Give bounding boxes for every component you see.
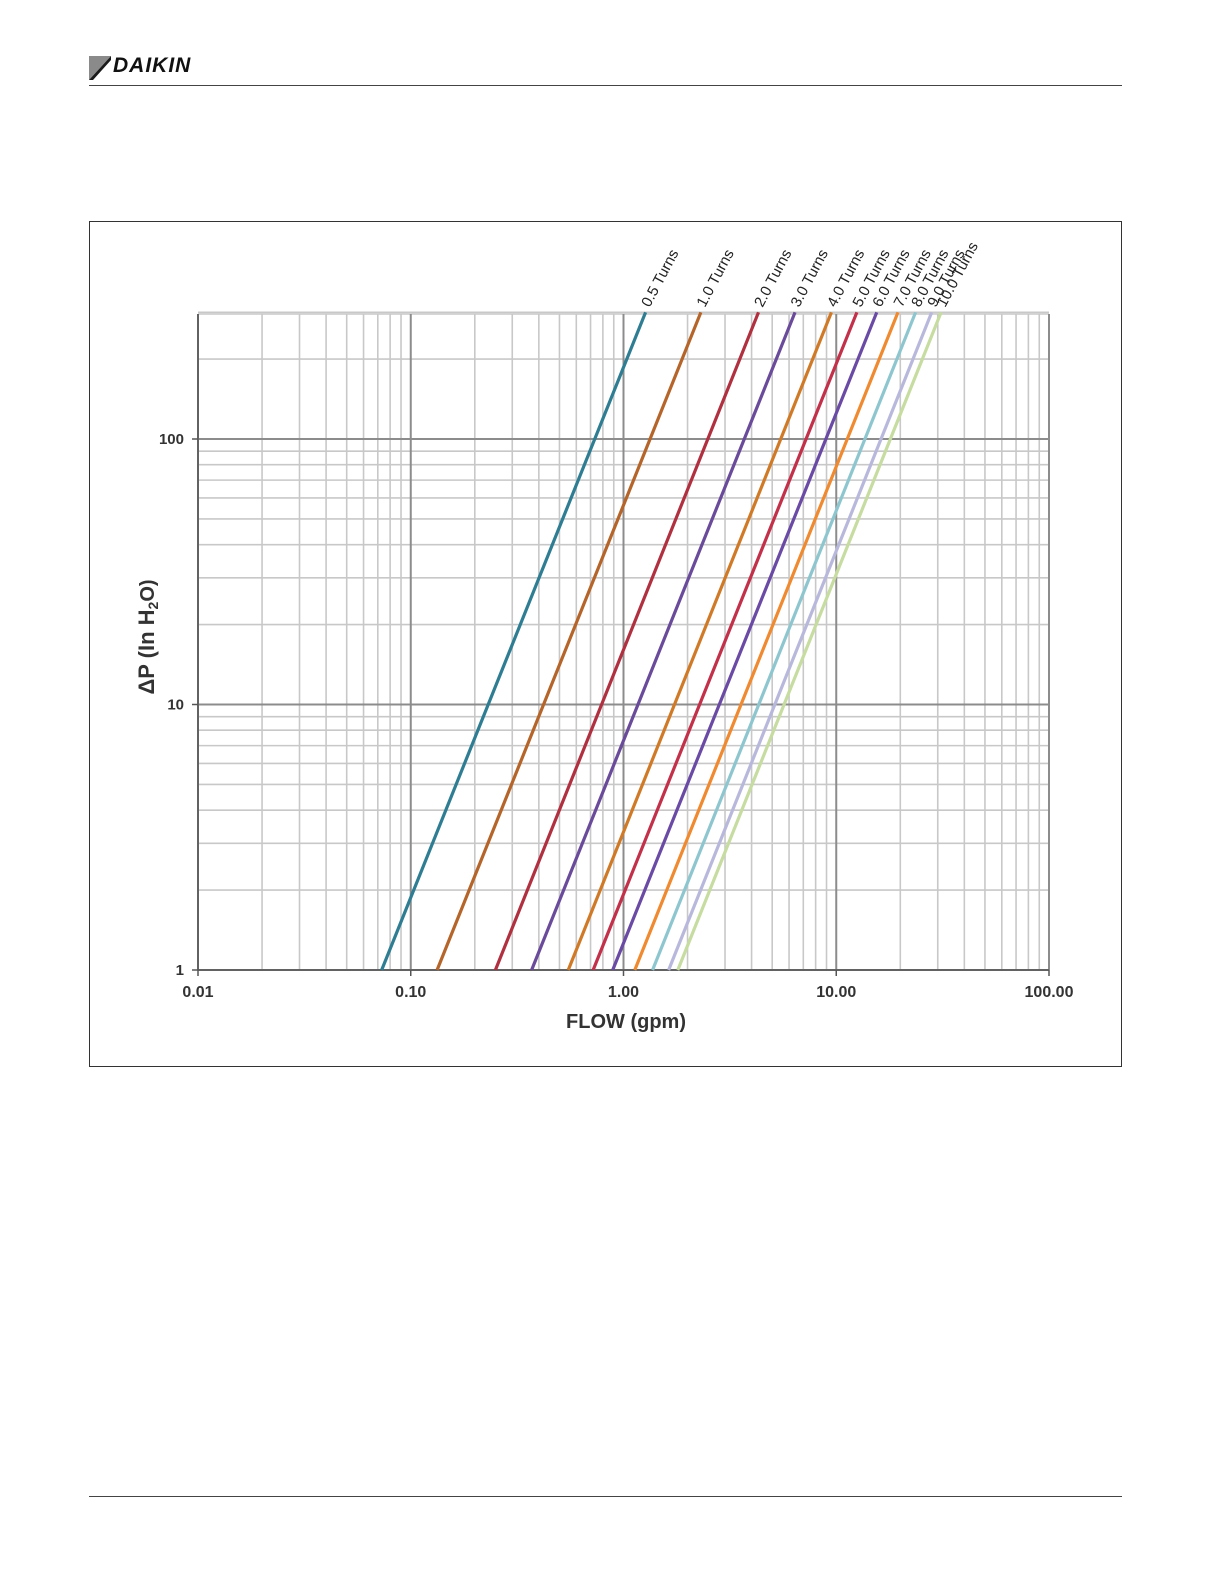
y-axis-label-main: ΔP (In H xyxy=(134,609,159,694)
series-label: 0.5 Turns xyxy=(638,247,682,310)
brand-name: DAIKIN xyxy=(113,54,192,77)
series-line xyxy=(667,311,934,971)
x-tick-label: 0.01 xyxy=(182,984,213,1001)
series-line xyxy=(435,311,703,971)
series-line xyxy=(591,311,859,971)
series-line xyxy=(566,311,833,971)
y-axis-label: ΔP (In H2O) xyxy=(134,579,161,694)
series-line xyxy=(676,311,943,971)
series-line xyxy=(380,311,648,971)
page-header: DAIKIN xyxy=(89,50,1122,86)
x-tick-label: 10.00 xyxy=(816,984,856,1001)
tick-labels: 0.01 0.10 1.00 10.00 100.00 1 10 100 xyxy=(159,431,1074,1001)
series-line xyxy=(651,311,918,971)
y-tick-label: 10 xyxy=(167,697,184,714)
daikin-logo: DAIKIN xyxy=(89,52,219,80)
axes xyxy=(192,314,1050,976)
x-tick-label: 100.00 xyxy=(1025,984,1074,1001)
series-line xyxy=(611,311,879,971)
daikin-logo-mark-icon xyxy=(89,56,111,80)
series-lines xyxy=(380,311,943,971)
series-label: 1.0 Turns xyxy=(693,247,737,310)
series-line xyxy=(493,311,760,971)
chart-frame: 0.5 Turns 1.0 Turns 2.0 Turns 3.0 Turns 4.0 … xyxy=(89,221,1122,1067)
footer-divider xyxy=(89,1496,1122,1497)
x-tick-label: 0.10 xyxy=(395,984,426,1001)
y-tick-label: 100 xyxy=(159,431,184,448)
x-tick-label: 1.00 xyxy=(608,984,639,1001)
header-divider xyxy=(89,85,1122,86)
series-line xyxy=(633,311,900,971)
y-axis-label-subscript: 2 xyxy=(145,601,161,609)
y-tick-label: 1 xyxy=(176,962,184,979)
series-line xyxy=(530,311,797,971)
x-axis-label: FLOW (gpm) xyxy=(566,1011,686,1033)
y-axis-label-end: O) xyxy=(137,579,159,601)
